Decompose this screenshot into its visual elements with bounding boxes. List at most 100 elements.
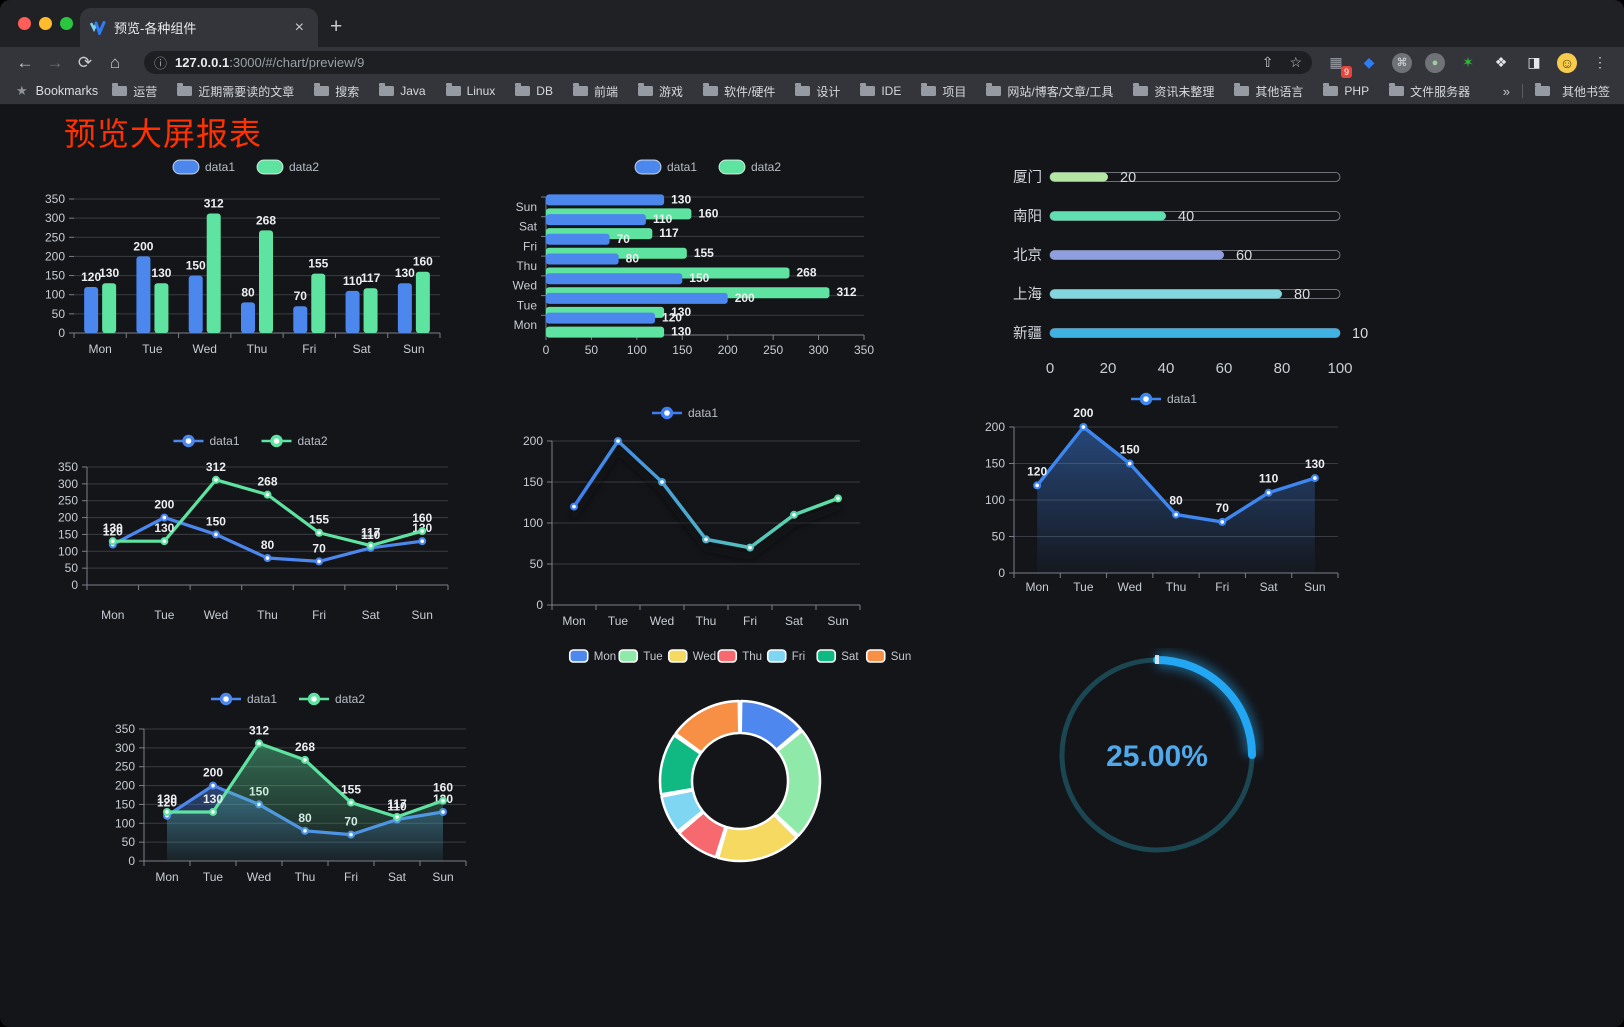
bookmark-folder[interactable]: Java	[379, 83, 426, 98]
bookmark-star-icon[interactable]: ☆	[1289, 54, 1302, 70]
svg-text:Sat: Sat	[353, 342, 372, 356]
svg-text:Sat: Sat	[1260, 580, 1279, 594]
svg-text:110: 110	[387, 800, 407, 814]
bookmark-folder-label: PHP	[1344, 84, 1370, 98]
svg-text:160: 160	[413, 255, 433, 269]
bookmark-folder[interactable]: IDE	[860, 83, 901, 98]
two-series-area-chart: 0 50 100 150 200 250 300 350 Mon Tue Wed Thu Fri Sat S…	[100, 683, 480, 907]
home-icon[interactable]: ⌂	[109, 52, 121, 72]
bookmark-folder[interactable]: 资讯未整理	[1133, 83, 1214, 100]
svg-text:Wed: Wed	[247, 870, 271, 884]
svg-text:120: 120	[662, 311, 682, 325]
svg-text:0: 0	[128, 854, 135, 868]
folder-icon	[572, 83, 588, 96]
svg-text:Wed: Wed	[650, 614, 674, 628]
svg-text:Tue: Tue	[203, 870, 224, 884]
svg-text:120: 120	[103, 525, 123, 539]
bookmark-folder[interactable]: PHP	[1323, 83, 1370, 98]
bookmark-folder[interactable]: 软件/硬件	[702, 83, 775, 100]
puzzle-extension-icon[interactable]: ❖	[1494, 54, 1508, 70]
back-icon[interactable]: ←	[16, 52, 34, 72]
bookmark-folder[interactable]: 项目	[921, 83, 966, 100]
gem-extension-icon[interactable]: ◆	[1363, 54, 1375, 70]
bookmark-folder[interactable]: 前端	[572, 83, 618, 100]
browser-tab[interactable]: 预览-各种组件 ×	[80, 8, 318, 47]
svg-text:268: 268	[256, 213, 276, 227]
bookmark-folder[interactable]: 游戏	[637, 83, 683, 100]
folder-icon	[1534, 83, 1550, 96]
svg-text:data2: data2	[298, 434, 328, 448]
zoom-window-button[interactable]	[60, 17, 73, 30]
svg-text:Sat: Sat	[841, 651, 859, 663]
svg-text:130: 130	[671, 325, 691, 339]
bookmark-folder-label: 设计	[816, 84, 841, 99]
svg-text:110: 110	[343, 274, 363, 288]
svg-text:155: 155	[308, 257, 328, 271]
minimize-window-button[interactable]	[39, 17, 52, 30]
svg-text:Sat: Sat	[388, 870, 407, 884]
svg-text:312: 312	[204, 197, 224, 211]
tab-title: 预览-各种组件	[114, 21, 197, 36]
svg-text:250: 250	[115, 760, 135, 774]
bookmarks-label[interactable]: Bookmarks	[35, 84, 99, 98]
svg-text:150: 150	[45, 269, 65, 283]
svg-text:data1: data1	[205, 160, 235, 174]
svg-text:新疆: 新疆	[1013, 325, 1042, 342]
svg-text:上海: 上海	[1013, 286, 1042, 303]
svg-text:Sun: Sun	[403, 342, 424, 356]
reload-icon[interactable]: ⟳	[77, 52, 93, 72]
svg-text:Tue: Tue	[142, 342, 163, 356]
svg-text:250: 250	[45, 230, 65, 244]
bookmark-folder[interactable]: 运营	[112, 83, 157, 100]
svg-text:100: 100	[523, 516, 543, 530]
bookmark-folder[interactable]: 其他语言	[1234, 83, 1303, 100]
record-extension-icon[interactable]: ●	[1425, 52, 1445, 73]
menu-dots-icon[interactable]: ⋮	[1593, 54, 1607, 70]
svg-text:80: 80	[1294, 287, 1310, 303]
svg-text:南阳: 南阳	[1013, 208, 1042, 225]
svg-text:130: 130	[151, 266, 171, 280]
tab-close-icon[interactable]: ×	[294, 18, 304, 36]
address-bar[interactable]: ⓘ 127.0.0.1:3000/#/chart/preview/9 ⇧ ☆	[144, 51, 1312, 74]
new-tab-button[interactable]: +	[330, 15, 343, 38]
bookmark-folder[interactable]: Linux	[445, 83, 495, 98]
svg-text:100: 100	[115, 816, 135, 830]
svg-text:300: 300	[45, 211, 65, 225]
city-progress-chart: 厦门 20 南阳 40 北京 60 上海 80 新疆 100 0 20 40 60 80 100	[1000, 157, 1368, 383]
bookmark-folder[interactable]: 文件服务器	[1389, 83, 1470, 100]
profile-avatar[interactable]: ☺	[1557, 52, 1577, 73]
svg-text:Thu: Thu	[516, 259, 537, 273]
svg-text:0: 0	[543, 343, 550, 357]
star-extension-icon[interactable]: ✶	[1462, 54, 1474, 70]
sidebar-toggle-icon[interactable]: ◨	[1527, 54, 1541, 70]
bookmark-folder[interactable]: 近期需要读的文章	[177, 83, 294, 100]
svg-text:Fri: Fri	[1215, 580, 1229, 594]
svg-text:Sun: Sun	[891, 651, 911, 663]
svg-text:110: 110	[1259, 472, 1279, 486]
forward-icon[interactable]: →	[46, 52, 64, 72]
svg-text:Thu: Thu	[295, 870, 316, 884]
bookmarks-overflow-icon[interactable]: »	[1502, 83, 1510, 99]
app-favicon	[90, 20, 106, 35]
other-bookmarks-label[interactable]: 其他书签	[1561, 84, 1610, 99]
svg-text:Mon: Mon	[562, 614, 585, 628]
command-extension-icon[interactable]: ⌘	[1392, 52, 1412, 73]
svg-text:150: 150	[1120, 443, 1140, 457]
bookmark-folder-label: Java	[400, 84, 426, 98]
bookmark-folder[interactable]: 搜索	[314, 83, 359, 100]
svg-text:Sun: Sun	[1304, 580, 1325, 594]
grid-extension-icon[interactable]: ▦ 9	[1326, 53, 1352, 78]
svg-text:130: 130	[154, 521, 174, 535]
bookmark-folder[interactable]: DB	[515, 83, 553, 98]
bookmark-folder[interactable]: 设计	[795, 83, 840, 100]
site-info-icon[interactable]: ⓘ	[154, 56, 168, 71]
svg-text:Sun: Sun	[827, 614, 848, 628]
share-icon[interactable]: ⇧	[1261, 54, 1274, 70]
svg-text:312: 312	[836, 285, 856, 299]
bookmark-folder[interactable]: 网站/博客/文章/工具	[986, 83, 1113, 100]
close-window-button[interactable]	[18, 17, 31, 30]
svg-text:300: 300	[58, 477, 78, 491]
extension-icons: ▦ 9 ◆ ⌘ ● ✶ ❖ ◨ ☺ ⋮	[1326, 52, 1610, 78]
svg-text:60: 60	[1216, 360, 1233, 377]
gauge-percent-svg: 25.00%	[1059, 652, 1260, 853]
